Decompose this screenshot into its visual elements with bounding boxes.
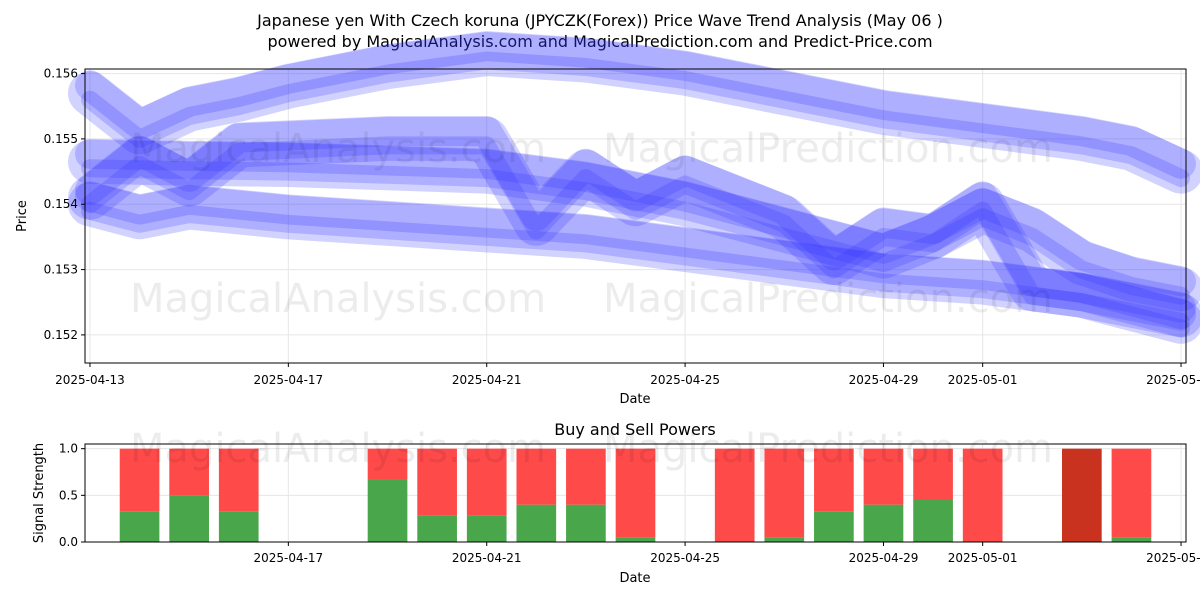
sell-bar	[218, 448, 259, 512]
buy-bar	[417, 515, 457, 542]
signal-y-tick-label: 0.5	[59, 488, 78, 502]
chart-title: Japanese yen With Czech koruna (JPYCZK(F…	[256, 11, 943, 30]
price-x-tick-label: 2025-04-13	[55, 373, 125, 387]
sell-bar	[913, 448, 953, 500]
signal-panel: Buy and Sell Powers 2025-04-17 2025-04-21…	[32, 420, 1200, 586]
sell-bar	[814, 448, 854, 512]
buy-bar	[814, 511, 854, 542]
price-x-tick-label: 2025-05-05	[1146, 373, 1200, 387]
sell-bar	[367, 448, 408, 480]
price-y-tick-label: 0.156	[44, 67, 78, 81]
wave-line-zigzag-wave	[68, 116, 1200, 344]
signal-x-ticks: 2025-04-17 2025-04-21 2025-04-25 2025-04-29…	[253, 542, 1200, 565]
price-y-tick-label: 0.155	[44, 132, 78, 146]
sell-bar	[962, 448, 1003, 542]
buy-bar	[218, 511, 259, 542]
signal-y-tick-label: 0.0	[59, 535, 78, 549]
price-y-ticks: 0.152 0.153 0.154 0.155 0.156	[44, 67, 85, 342]
wave-line-mid-wave	[81, 159, 1190, 305]
watermark-prediction-mid: MagicalPrediction.com	[603, 276, 1053, 322]
signal-bars	[119, 448, 1152, 542]
signal-y-tick-label: 1.0	[59, 442, 78, 456]
buy-bar	[516, 504, 557, 542]
price-x-tick-label: 2025-04-17	[253, 373, 323, 387]
buy-bar	[566, 504, 606, 542]
signal-x-tick-label: 2025-04-21	[452, 551, 522, 565]
price-x-ticks: 2025-04-13 2025-04-17 2025-04-21 2025-04-25…	[55, 363, 1200, 387]
chart-subtitle: powered by MagicalAnalysis.com and Magic…	[267, 32, 932, 51]
signal-x-tick-label: 2025-04-29	[849, 551, 919, 565]
sell-bar	[516, 448, 557, 505]
price-x-tick-label: 2025-05-01	[948, 373, 1018, 387]
price-axes-frame	[84, 68, 1187, 364]
sell-bar	[417, 448, 457, 516]
price-y-label: Price	[15, 200, 30, 232]
buy-bar	[119, 511, 160, 542]
price-x-label: Date	[619, 392, 650, 407]
sell-bar	[1111, 448, 1152, 538]
wave-line-upper-wave	[81, 51, 1190, 188]
price-grid	[85, 69, 1186, 363]
wave-line-low-wave	[75, 181, 1196, 323]
buy-bar	[764, 537, 805, 542]
price-x-tick-label: 2025-04-25	[650, 373, 720, 387]
wave-line-low-wave	[81, 201, 1190, 331]
signal-y-ticks: 0.0 0.5 1.0	[59, 442, 85, 549]
signal-title: Buy and Sell Powers	[554, 420, 716, 439]
buy-bar	[367, 479, 408, 542]
buy-bar	[1111, 537, 1152, 542]
buy-bar	[466, 515, 507, 542]
wave-line-zigzag-wave	[81, 136, 1190, 338]
price-panel: 2025-04-13 2025-04-17 2025-04-21 2025-04-25…	[15, 31, 1200, 407]
buy-bar	[1062, 448, 1102, 542]
price-waves	[68, 31, 1200, 344]
wave-line-mid-wave	[68, 139, 1200, 312]
watermark-prediction-top: MagicalPrediction.com	[603, 126, 1053, 172]
wave-line-upper-wave	[75, 31, 1196, 179]
price-x-tick-label: 2025-04-21	[452, 373, 522, 387]
sell-bar	[714, 448, 755, 542]
sell-bar	[863, 448, 904, 505]
signal-x-tick-label: 2025-05-01	[948, 551, 1018, 565]
signal-x-tick-label: 2025-04-17	[253, 551, 323, 565]
price-y-tick-label: 0.154	[44, 197, 78, 211]
sell-bar	[566, 448, 606, 505]
wave-line-zigzag-wave	[75, 116, 1196, 329]
sell-bar	[466, 448, 507, 516]
watermark-analysis-top: MagicalAnalysis.com	[130, 126, 546, 172]
signal-y-label: Signal Strength	[32, 443, 47, 543]
wave-line-mid-wave	[75, 138, 1196, 297]
sell-bar	[615, 448, 656, 538]
sell-bar	[169, 448, 209, 496]
sell-bar	[119, 448, 160, 512]
buy-bar	[169, 495, 209, 542]
sell-bar	[764, 448, 805, 538]
watermark-analysis-mid: MagicalAnalysis.com	[130, 276, 546, 322]
signal-x-tick-label: 2025-04-25	[650, 551, 720, 565]
signal-x-tick-label: 2025-05-05	[1146, 551, 1200, 565]
signal-x-label: Date	[619, 571, 650, 586]
buy-bar	[863, 504, 904, 542]
watermark-analysis-bottom: MagicalAnalysis.com	[130, 426, 546, 472]
price-x-tick-label: 2025-04-29	[849, 373, 919, 387]
wave-line-upper-wave	[68, 32, 1200, 194]
buy-bar	[913, 500, 953, 542]
price-y-tick-label: 0.152	[44, 328, 78, 342]
wave-line-low-wave	[68, 182, 1200, 338]
signal-axes-frame	[84, 443, 1187, 543]
buy-bar	[615, 537, 656, 542]
price-y-tick-label: 0.153	[44, 263, 78, 277]
watermark-prediction-bottom: MagicalPrediction.com	[603, 426, 1053, 472]
